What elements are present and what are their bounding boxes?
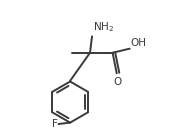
Text: O: O xyxy=(113,77,122,87)
Text: OH: OH xyxy=(130,38,146,48)
Text: NH$_2$: NH$_2$ xyxy=(93,20,114,34)
Text: F: F xyxy=(51,119,57,129)
